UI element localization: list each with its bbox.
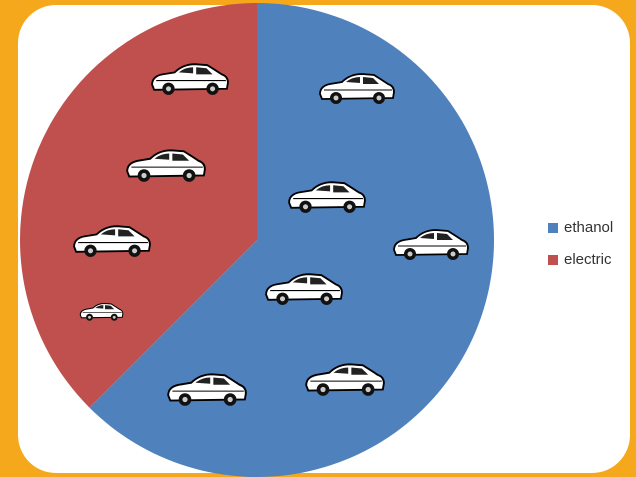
legend-swatch [548, 255, 558, 265]
page: {"chart_data": {"type": "pie", "categori… [0, 0, 636, 477]
legend-label: ethanol [564, 219, 613, 236]
legend-swatch [548, 223, 558, 233]
legend-label: electric [564, 251, 612, 268]
chart: ethanol electric [0, 0, 636, 477]
